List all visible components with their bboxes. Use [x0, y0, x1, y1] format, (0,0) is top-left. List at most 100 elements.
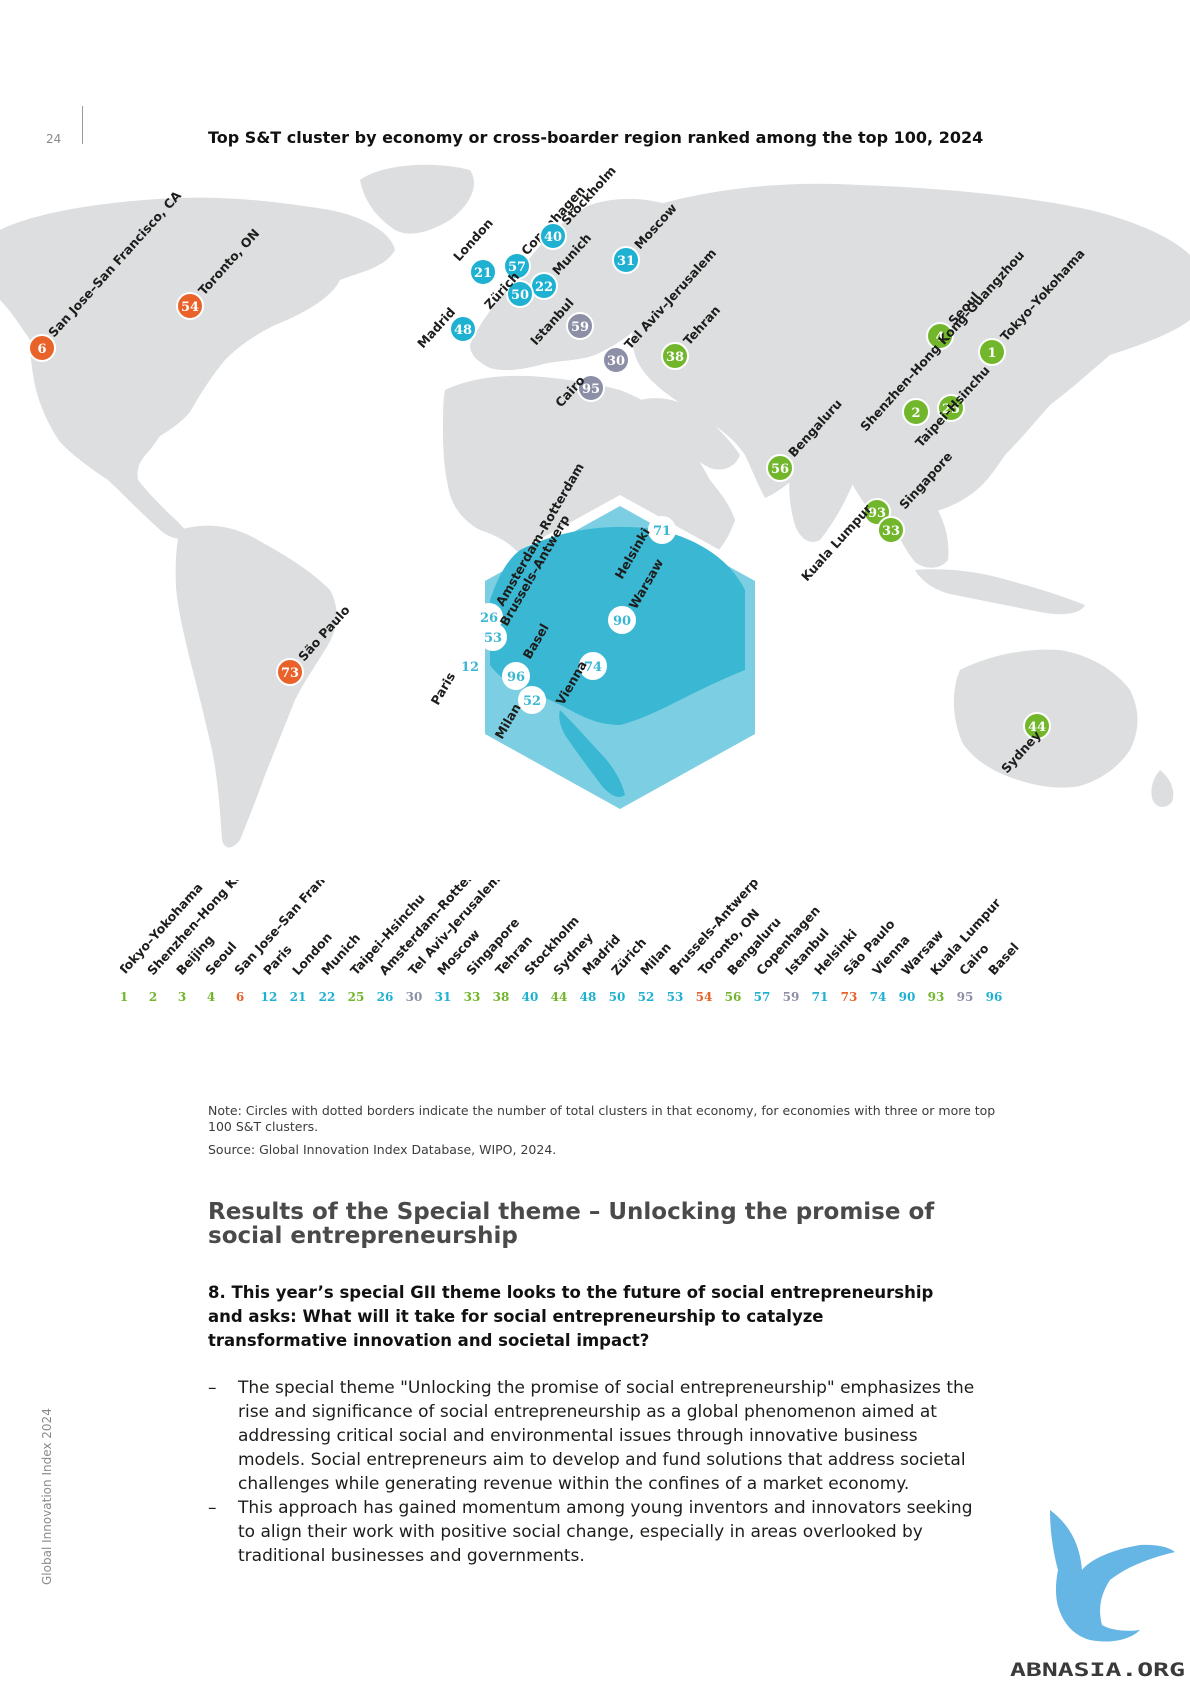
map-marker-rank: 95	[582, 382, 600, 397]
world-land-masses	[0, 164, 1190, 848]
figure-note: Note: Circles with dotted borders indica…	[208, 1103, 996, 1134]
map-marker-rank: 96	[507, 670, 525, 685]
bullet-item: – The special theme "Unlocking the promis…	[208, 1376, 978, 1496]
legend-item-rank: 54	[696, 990, 713, 1004]
legend-item-label: Basel	[985, 940, 1022, 978]
map-marker-circle	[648, 516, 676, 544]
map-marker-london: 21 London	[450, 215, 497, 286]
figure-title: Top S&T cluster by economy or cross-boar…	[208, 128, 984, 147]
map-marker-circle	[176, 292, 204, 320]
map-marker-circle	[502, 662, 530, 690]
legend-item-rank: 25	[348, 990, 365, 1004]
north-america-shape	[0, 197, 395, 539]
map-marker-rank: 48	[454, 323, 472, 338]
map-marker-rank: 56	[771, 462, 789, 477]
legend-item-rank: 12	[261, 990, 278, 1004]
legend-item-rank: 6	[236, 990, 244, 1004]
legend-item-rank: 48	[580, 990, 597, 1004]
bullet-text: This approach has gained momentum among …	[238, 1498, 973, 1566]
legend-item-rank: 40	[522, 990, 539, 1004]
legend-item-rank: 57	[754, 990, 771, 1004]
inset-italy-shape	[559, 710, 625, 797]
map-marker-circle	[539, 222, 567, 250]
legend-item-rank: 22	[319, 990, 336, 1004]
map-marker-rank: 22	[535, 280, 553, 295]
map-marker-rank: 52	[523, 694, 541, 709]
map-marker-label: London	[450, 215, 496, 264]
map-marker-circle	[506, 280, 534, 308]
map-marker-rank: 93	[868, 506, 886, 521]
map-marker-rank: 54	[181, 300, 199, 315]
map-marker-label: Paris	[428, 670, 459, 708]
legend-item-rank: 56	[725, 990, 742, 1004]
legend-item-rank: 44	[551, 990, 568, 1004]
india-shape	[789, 442, 857, 542]
map-marker-rank: 6	[37, 342, 46, 357]
section-title: Results of the Special theme – Unlocking…	[208, 1199, 935, 1249]
legend-item-rank: 53	[667, 990, 684, 1004]
section-question: 8. This year’s special GII theme looks t…	[208, 1283, 934, 1350]
page-number-rule	[82, 106, 83, 144]
bullet-list: – The special theme "Unlocking the promis…	[208, 1376, 978, 1568]
legend-item-rank: 90	[899, 990, 916, 1004]
legend-item-rank: 2	[149, 990, 157, 1004]
legend-item-rank: 31	[435, 990, 452, 1004]
map-marker-circle	[608, 606, 636, 634]
map-marker-rank: 25	[942, 402, 960, 417]
map-marker-rank: 40	[544, 230, 562, 245]
map-marker-circle	[661, 342, 689, 370]
map-marker-circle	[479, 623, 507, 651]
map-marker-rank: 38	[666, 350, 684, 365]
figure-source: Source: Global Innovation Index Database…	[208, 1142, 557, 1157]
map-marker-rank: 30	[607, 354, 625, 369]
south-america-shape	[175, 525, 337, 848]
map-marker-rank: 50	[511, 288, 529, 303]
map-marker-circle	[456, 652, 484, 680]
map-marker-rank: 4	[935, 330, 944, 345]
map-marker-rank: 2	[911, 406, 920, 421]
map-marker-circle	[937, 394, 965, 422]
legend-item-rank: 93	[928, 990, 945, 1004]
map-marker-circle	[1023, 712, 1051, 740]
legend-item-rank: 26	[377, 990, 394, 1004]
asia-shape	[632, 183, 1190, 522]
japan-shape	[1053, 290, 1082, 362]
map-marker-circle	[978, 338, 1006, 366]
map-marker-circle	[566, 312, 594, 340]
indonesia-shape	[915, 569, 1085, 615]
watermark-text: ABNASIA.ORG	[1010, 1659, 1185, 1681]
map-marker-rank: 1	[987, 346, 996, 361]
bullet-dash: –	[208, 1498, 217, 1518]
map-marker-rank: 71	[653, 524, 671, 539]
legend-item-rank: 21	[290, 990, 307, 1004]
map-marker-rank: 90	[613, 614, 631, 629]
legend-item-rank: 3	[178, 990, 186, 1004]
legend-item-rank: 74	[870, 990, 887, 1004]
legend-item-rank: 71	[812, 990, 829, 1004]
legend-item-rank: 96	[986, 990, 1003, 1004]
greenland-shape	[360, 164, 474, 234]
map-marker-rank: 12	[461, 660, 479, 675]
arabia-shape	[640, 398, 740, 470]
map-marker-circle	[579, 652, 607, 680]
map-marker-rank: 26	[480, 611, 498, 626]
legend-item-rank: 52	[638, 990, 655, 1004]
map-marker-circle	[612, 246, 640, 274]
europe-inset-hexagon	[475, 495, 765, 820]
map-marker-circle	[28, 334, 56, 362]
legend-item-rank: 1	[120, 990, 128, 1004]
bullet-item: – This approach has gained momentum among…	[208, 1496, 978, 1568]
map-marker-circle	[877, 516, 905, 544]
legend-item-rank: 4	[207, 990, 215, 1004]
map-marker-circle	[503, 252, 531, 280]
map-marker-circle	[469, 258, 497, 286]
map-marker-rank: 33	[882, 524, 900, 539]
map-marker-circle	[276, 658, 304, 686]
